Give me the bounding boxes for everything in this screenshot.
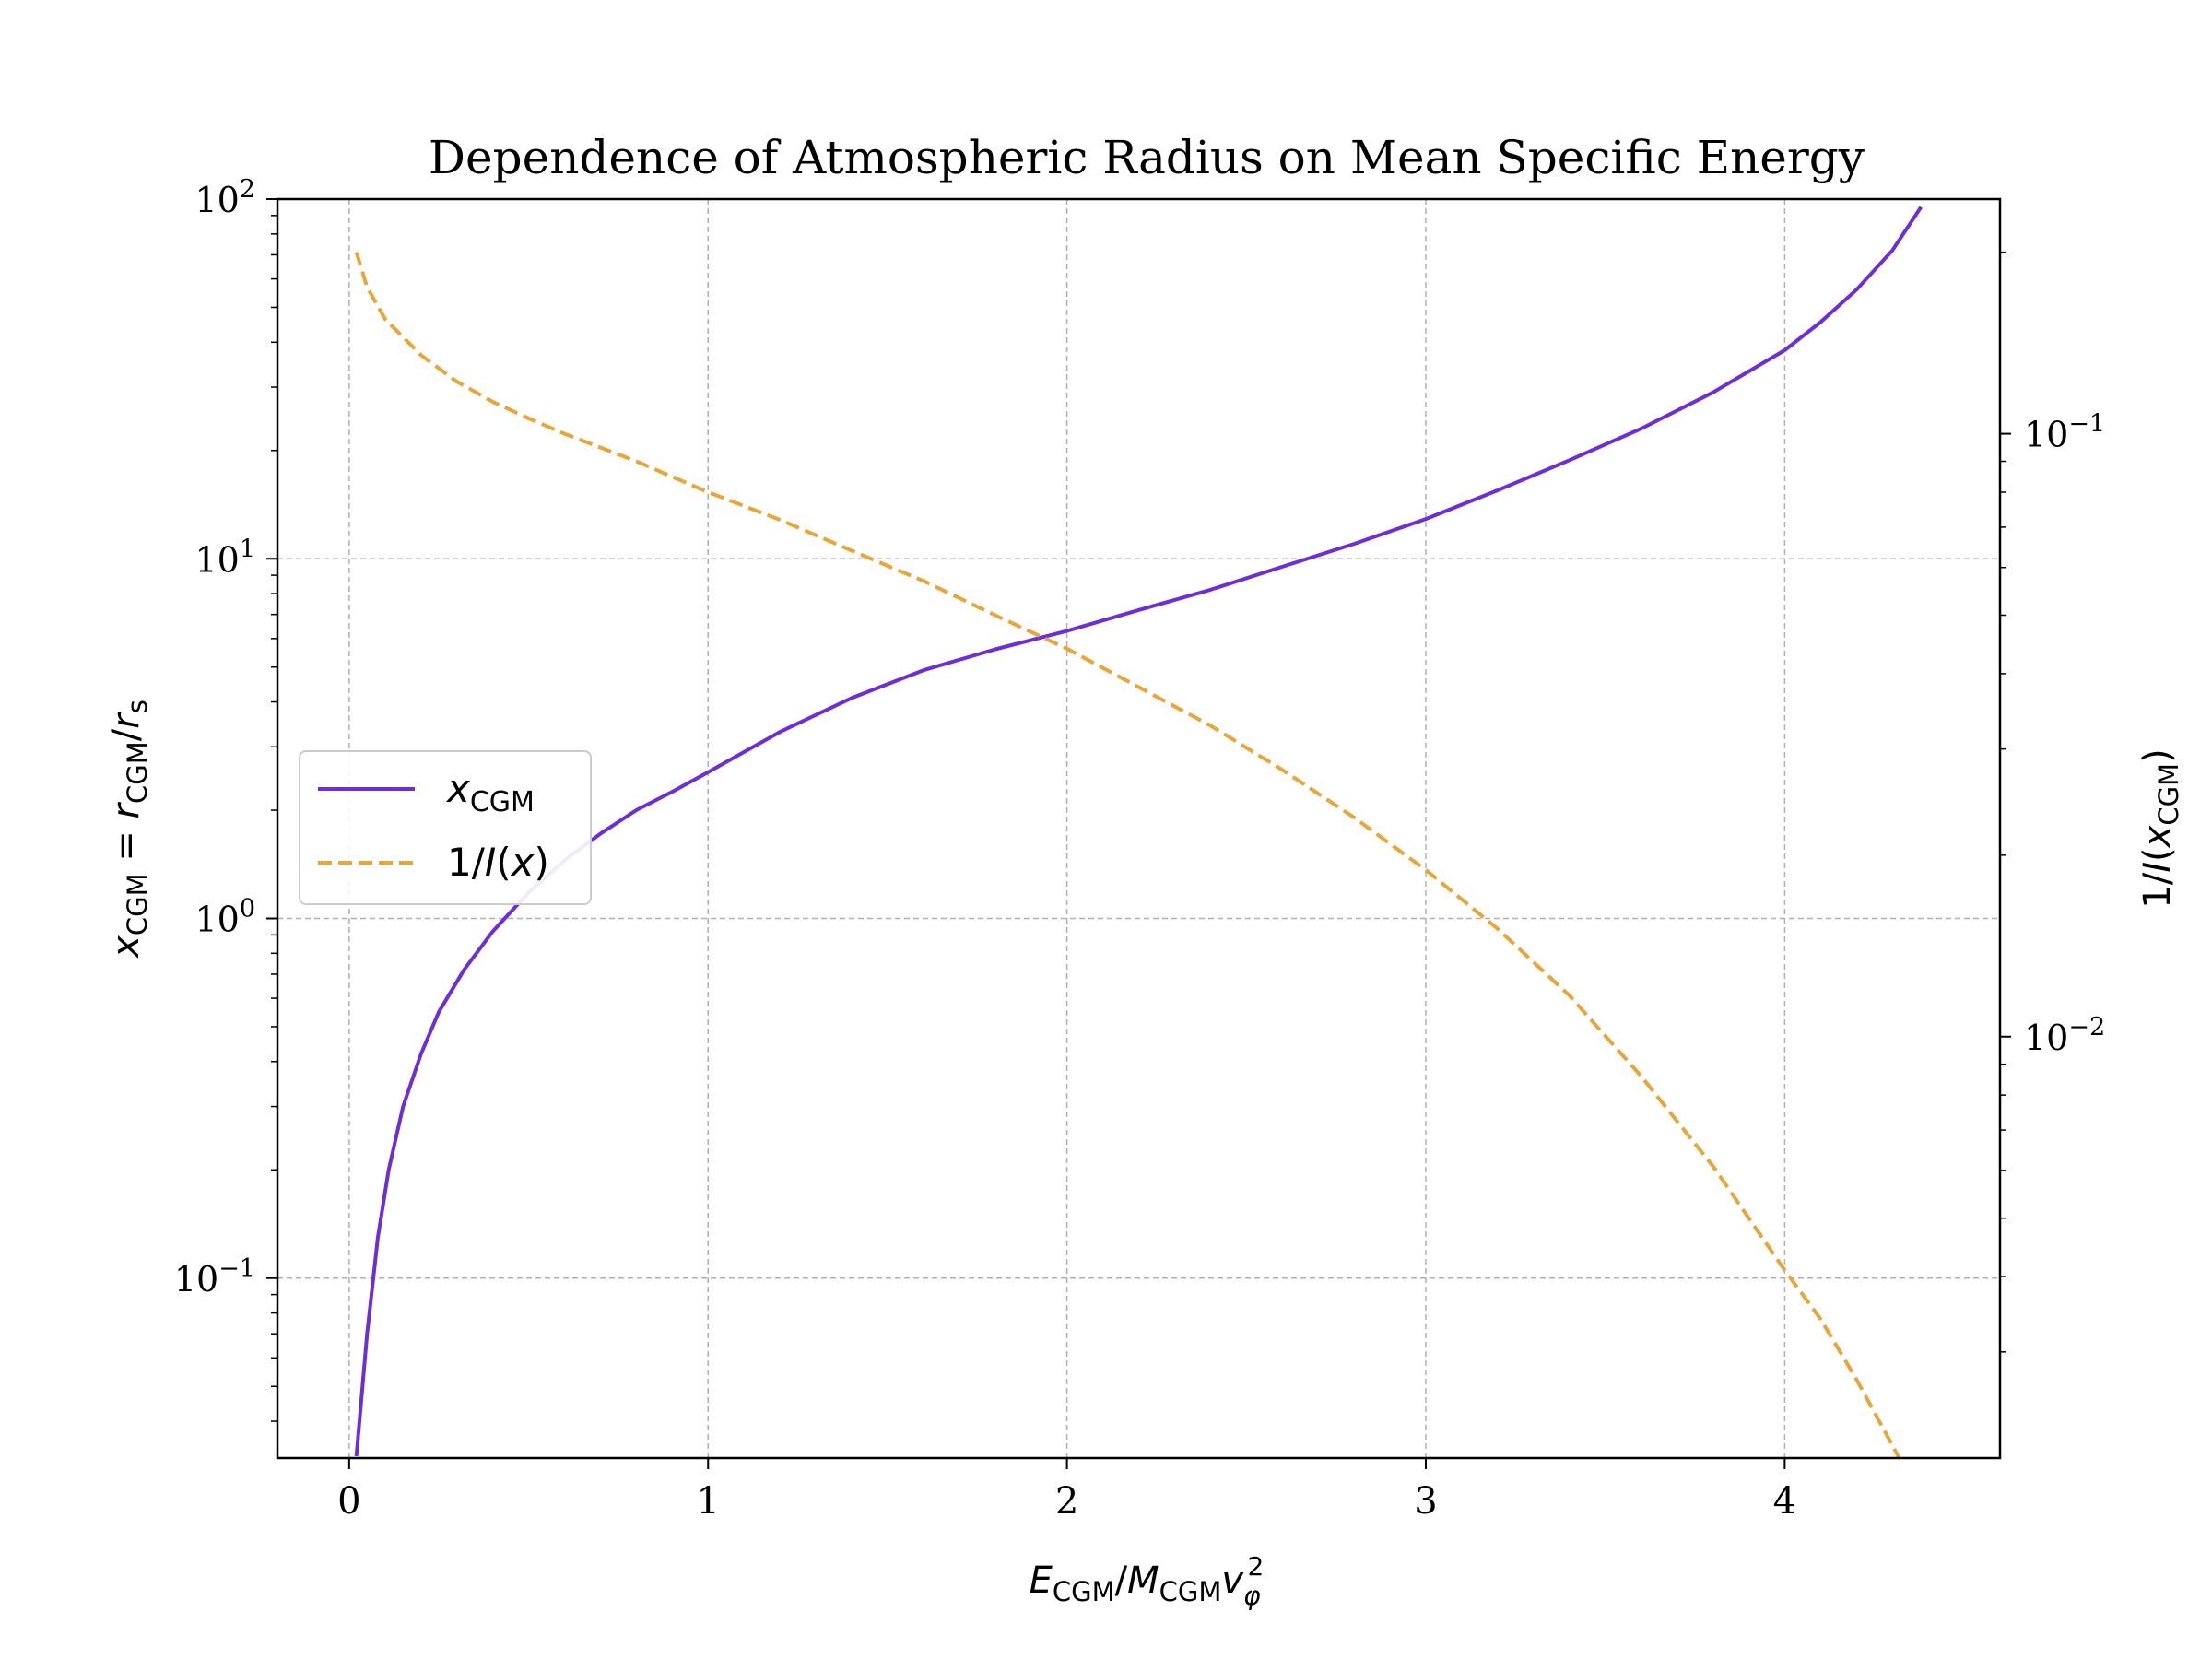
chart-title: Dependence of Atmospheric Radius on Mean… [429,131,1865,184]
legend-label-inverse-i: 1/I(x) [447,840,549,885]
y-right-tick-label: 10−1 [2024,410,2105,455]
y-right-tick-label: 10−2 [2024,1013,2105,1058]
legend: xCGM 1/I(x) [299,750,592,905]
x-tick-label: 0 [337,1480,360,1523]
series-layer [354,206,1923,1458]
x-axis-label: ECGM/MCGMvφ2 [1030,1551,1265,1611]
x-tick-label: 3 [1414,1480,1437,1523]
ticks: 0 1 2 3 4 10−1 100 101 102 10−2 10−1 [174,175,2105,1523]
y-left-tick-label: 101 [194,535,255,580]
legend-label-x-cgm: xCGM [445,766,535,818]
x-tick-label: 4 [1773,1480,1796,1523]
series-line-x-cgm [354,206,1923,1457]
y-axis-label-left: xCGM = rCGM/rs [105,700,153,959]
plot-frame [276,197,2002,1460]
y-left-tick-label: 102 [194,175,255,220]
y-left-tick-label: 10−1 [174,1254,255,1300]
x-tick-label: 2 [1055,1480,1078,1523]
x-tick-label: 1 [697,1480,720,1523]
y-left-tick-label: 100 [194,895,255,940]
series-line-inverse-i [354,252,1901,1458]
